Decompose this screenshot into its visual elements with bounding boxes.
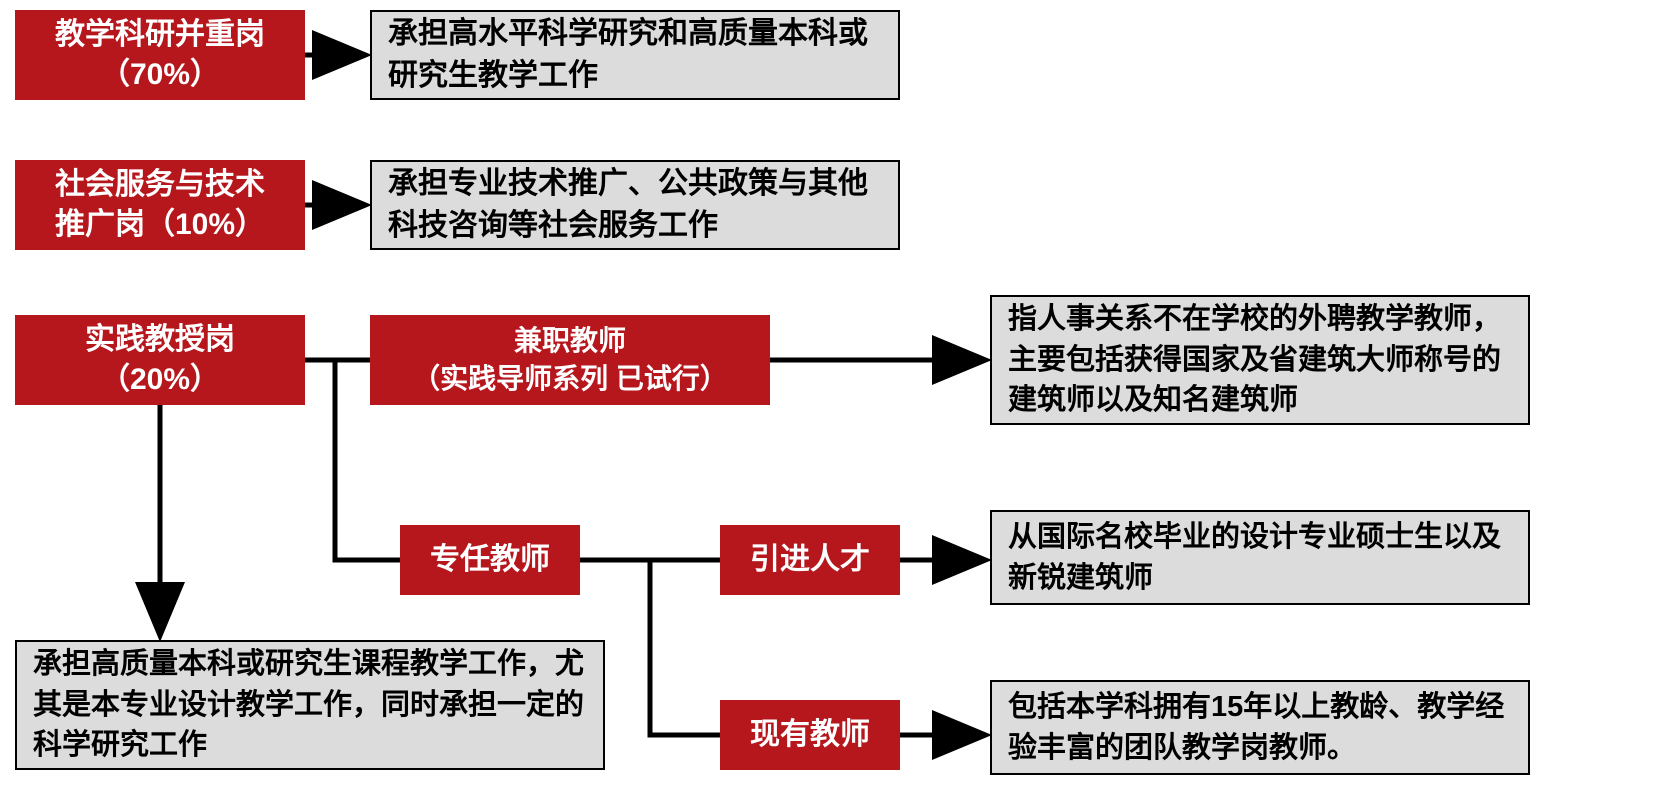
desc-text: 承担高质量本科或研究生课程教学工作，尤其是本专业设计教学工作，同时承担一定的科学… (33, 644, 587, 766)
branch-to-existing (650, 560, 720, 735)
desc-text: 指人事关系不在学校的外聘教学教师，主要包括获得国家及省建筑大师称号的建筑师以及知… (1008, 299, 1512, 421)
label-text: 现有教师 (750, 715, 870, 756)
label-text: 引进人才 (750, 540, 870, 581)
category-box-teaching-research: 教学科研并重岗 （70%） (15, 10, 305, 100)
desc-box-practice-prof: 承担高质量本科或研究生课程教学工作，尤其是本专业设计教学工作，同时承担一定的科学… (15, 640, 605, 770)
desc-text: 从国际名校毕业的设计专业硕士生以及新锐建筑师 (1008, 517, 1512, 598)
sub-box-existing-teacher: 现有教师 (720, 700, 900, 770)
desc-text: 包括本学科拥有15年以上教龄、教学经验丰富的团队教学岗教师。 (1008, 687, 1512, 768)
label-line2: （70%） (100, 55, 220, 96)
label-line1: 兼职教师 (514, 322, 626, 360)
label-line1: 教学科研并重岗 (55, 15, 265, 56)
sub-box-imported-talent: 引进人才 (720, 525, 900, 595)
desc-box-teaching-research: 承担高水平科学研究和高质量本科或研究生教学工作 (370, 10, 900, 100)
desc-text: 承担专业技术推广、公共政策与其他科技咨询等社会服务工作 (388, 163, 882, 247)
desc-box-part-time-teacher: 指人事关系不在学校的外聘教学教师，主要包括获得国家及省建筑大师称号的建筑师以及知… (990, 295, 1530, 425)
label-line1: 社会服务与技术 (55, 165, 265, 206)
category-box-practice-prof: 实践教授岗 （20%） (15, 315, 305, 405)
desc-box-imported-talent: 从国际名校毕业的设计专业硕士生以及新锐建筑师 (990, 510, 1530, 605)
label-line2: （20%） (100, 360, 220, 401)
label-text: 专任教师 (430, 540, 550, 581)
desc-text: 承担高水平科学研究和高质量本科或研究生教学工作 (388, 13, 882, 97)
sub-box-part-time-teacher: 兼职教师 （实践导师系列 已试行） (370, 315, 770, 405)
sub-box-full-time-teacher: 专任教师 (400, 525, 580, 595)
label-line1: 实践教授岗 (85, 320, 235, 361)
label-line2: 推广岗（10%） (55, 205, 265, 246)
desc-box-existing-teacher: 包括本学科拥有15年以上教龄、教学经验丰富的团队教学岗教师。 (990, 680, 1530, 775)
desc-box-social-service: 承担专业技术推广、公共政策与其他科技咨询等社会服务工作 (370, 160, 900, 250)
category-box-social-service: 社会服务与技术 推广岗（10%） (15, 160, 305, 250)
label-line2: （实践导师系列 已试行） (412, 360, 728, 398)
